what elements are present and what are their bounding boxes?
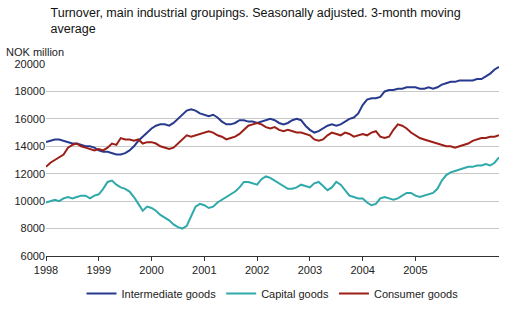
svg-text:2005: 2005 — [403, 264, 427, 276]
svg-text:18000: 18000 — [14, 85, 45, 97]
svg-text:2004: 2004 — [350, 264, 374, 276]
svg-text:14000: 14000 — [14, 140, 45, 152]
svg-text:NOK million: NOK million — [6, 46, 64, 58]
svg-text:Turnover, main industrial grou: Turnover, main industrial groupings. Sea… — [51, 6, 461, 36]
svg-text:1998: 1998 — [34, 264, 58, 276]
svg-text:6000: 6000 — [21, 250, 45, 262]
svg-text:20000: 20000 — [14, 58, 45, 70]
svg-text:8000: 8000 — [21, 222, 45, 234]
svg-text:2002: 2002 — [245, 264, 269, 276]
svg-text:12000: 12000 — [14, 168, 45, 180]
svg-text:2000: 2000 — [139, 264, 163, 276]
svg-text:2001: 2001 — [192, 264, 216, 276]
svg-text:10000: 10000 — [14, 195, 45, 207]
svg-text:1999: 1999 — [87, 264, 111, 276]
svg-text:2003: 2003 — [298, 264, 322, 276]
svg-text:Consumer goods: Consumer goods — [374, 288, 458, 300]
svg-text:16000: 16000 — [14, 113, 45, 125]
svg-text:Capital goods: Capital goods — [261, 288, 329, 300]
svg-text:Intermediate goods: Intermediate goods — [122, 288, 217, 300]
